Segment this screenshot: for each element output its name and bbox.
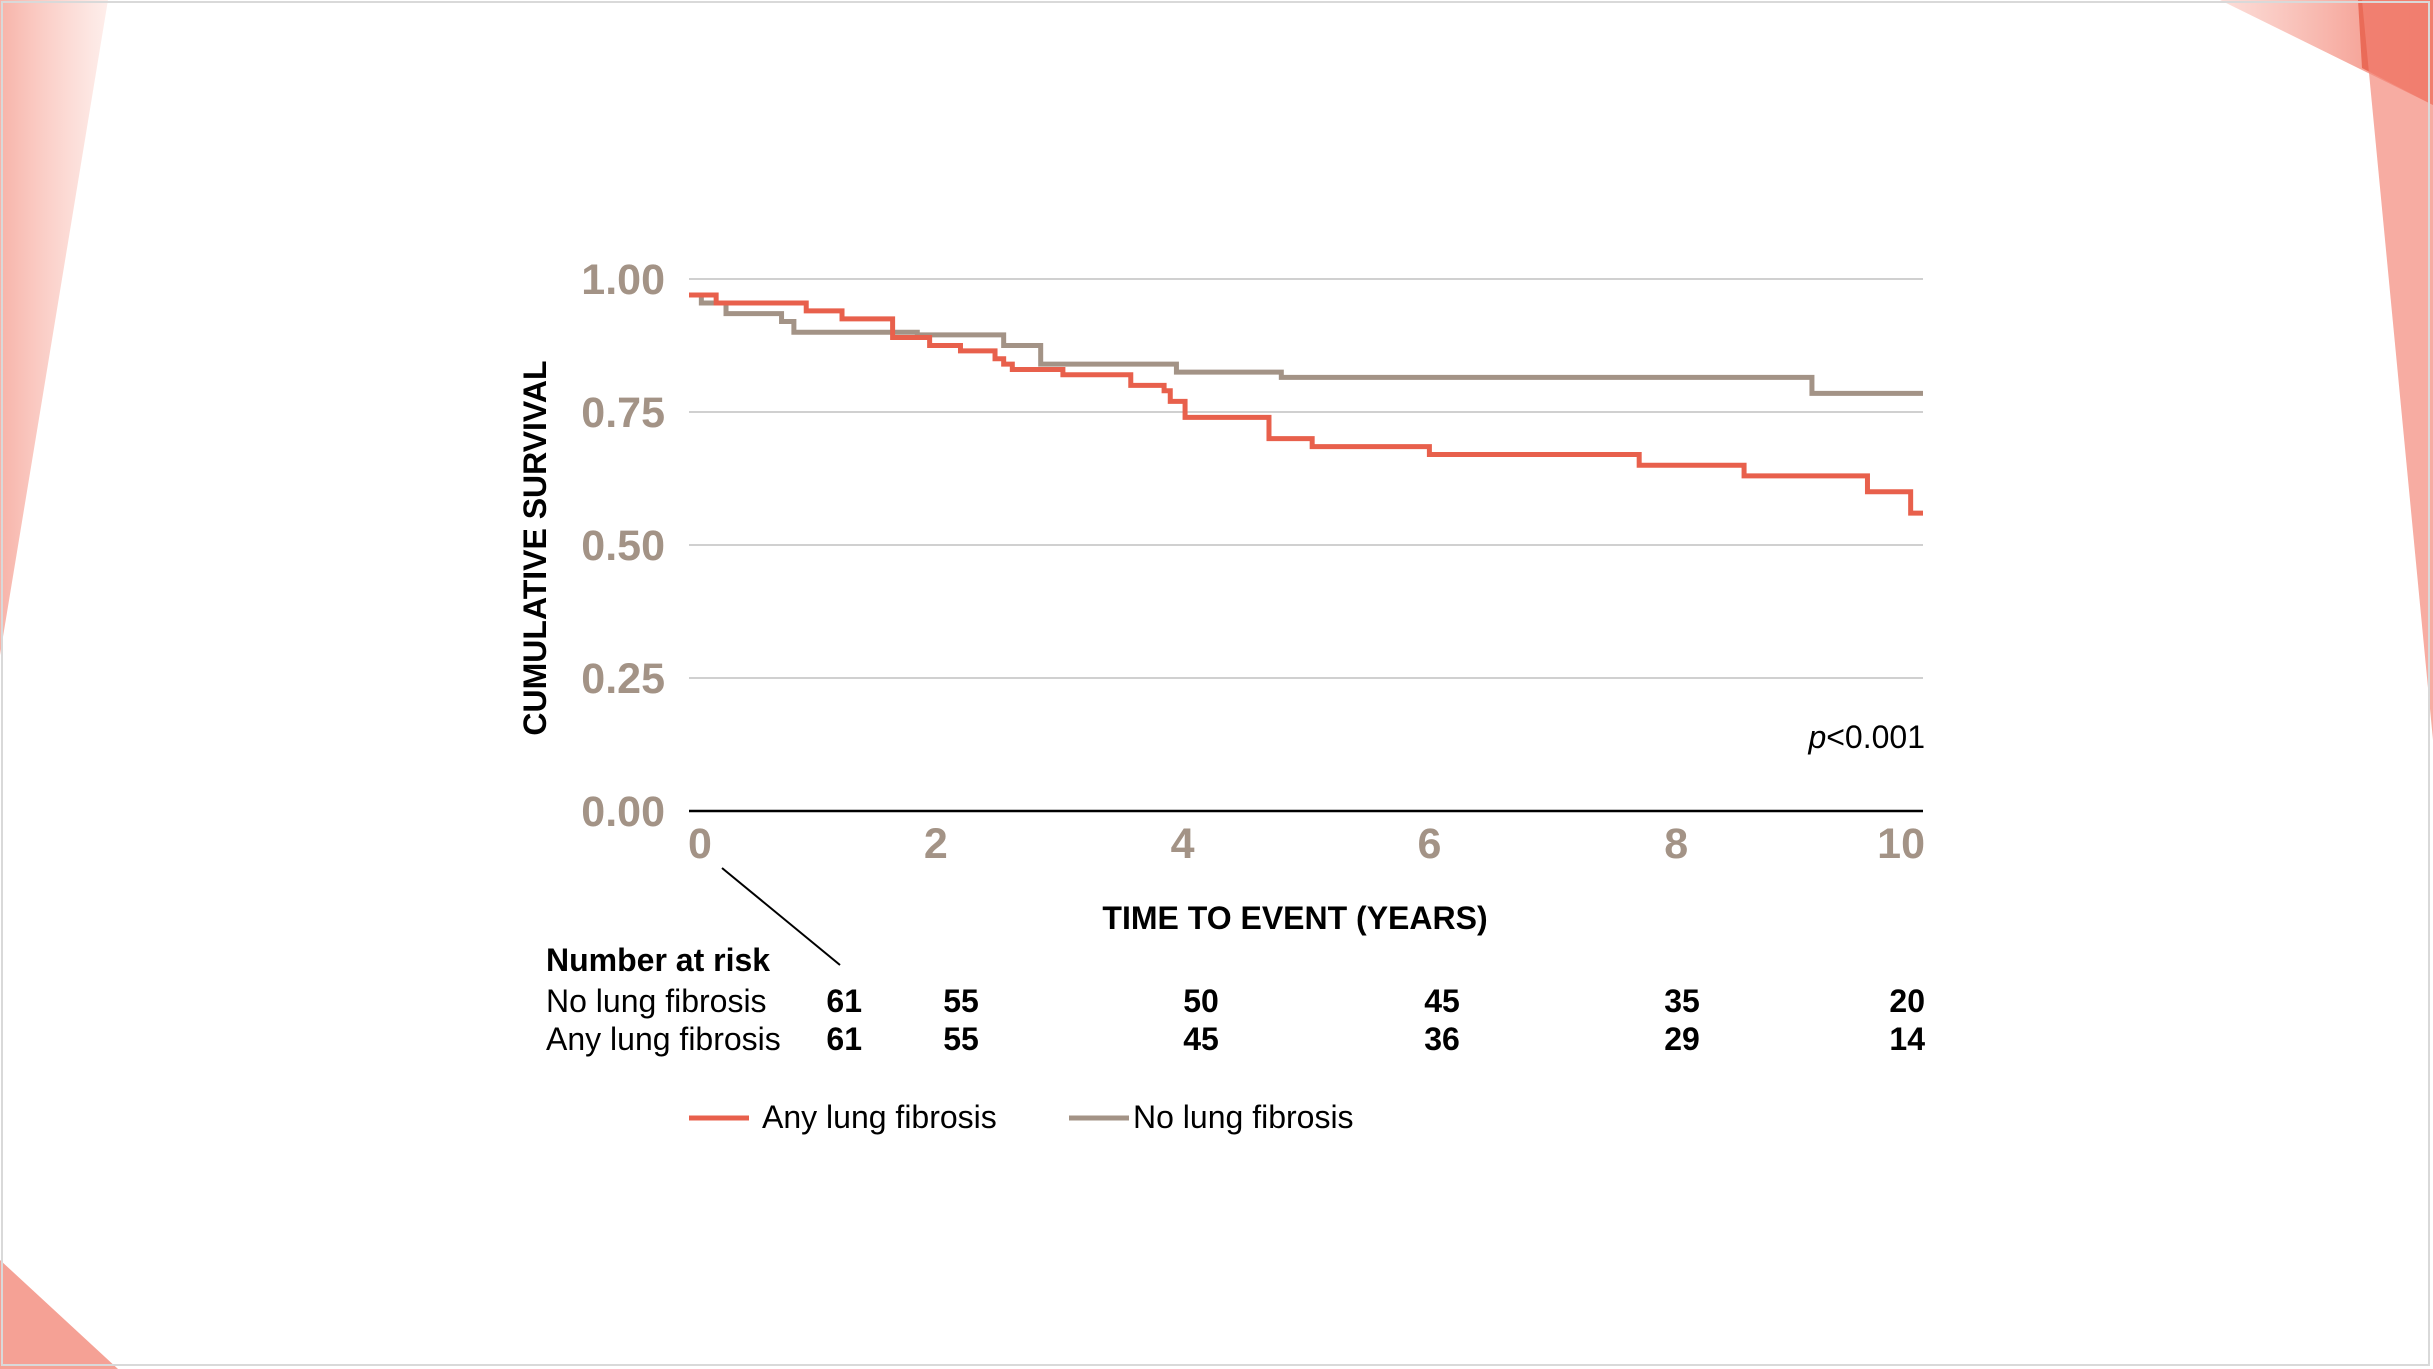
risk-value-r0-c4: 35 [1664,983,1700,1019]
risk-value-r1-c2: 45 [1183,1021,1219,1057]
legend-label-any-lung-fibrosis: Any lung fibrosis [762,1099,997,1135]
x-axis-ticks: 0 2 4 6 8 10 [688,820,1925,868]
decor-shape-bottom-left [0,1260,118,1369]
x-tick-label-1: 2 [924,820,948,868]
y-axis-ticks: 0.00 0.25 0.50 0.75 1.00 [581,256,665,836]
risk-table-connector [721,867,841,966]
number-at-risk-table: Number at risk No lung fibrosis 61 55 50 45 3… [546,942,1925,1057]
series-lines [689,292,1923,516]
risk-value-r0-c0: 61 [826,983,862,1019]
p-value-prefix: p [1807,719,1826,755]
p-value-annotation: p<0.001 [1807,719,1925,755]
legend: Any lung fibrosis No lung fibrosis [689,1099,1354,1135]
risk-value-r1-c4: 29 [1664,1021,1700,1057]
y-tick-label-0: 0.00 [581,788,665,836]
series-line-any-lung-fibrosis [689,292,1923,516]
risk-value-r0-c2: 50 [1183,983,1219,1019]
y-axis-title: CUMULATIVE SURVIVAL [517,360,553,735]
risk-row-label-0: No lung fibrosis [546,983,767,1019]
p-value-text: <0.001 [1826,719,1925,755]
risk-value-r0-c5: 20 [1889,983,1925,1019]
decor-shape-right-edge [2362,0,2433,740]
decor-shape-top-left [0,0,108,655]
legend-label-no-lung-fibrosis: No lung fibrosis [1133,1099,1354,1135]
series-line-no-lung-fibrosis [689,292,1923,396]
gridlines [689,278,1923,813]
y-tick-label-3: 0.75 [581,389,665,437]
risk-value-r1-c3: 36 [1424,1021,1460,1057]
risk-value-r1-c1: 55 [943,1021,979,1057]
x-tick-label-2: 4 [1171,820,1195,868]
risk-table-title: Number at risk [546,942,770,978]
y-tick-label-1: 0.25 [581,655,665,703]
x-tick-label-0: 0 [688,820,712,868]
y-tick-label-2: 0.50 [581,522,665,570]
risk-value-r0-c1: 55 [943,983,979,1019]
risk-value-r1-c0: 61 [826,1021,862,1057]
risk-row-label-1: Any lung fibrosis [546,1021,781,1057]
x-tick-label-3: 6 [1417,820,1441,868]
risk-value-r1-c5: 14 [1889,1021,1925,1057]
x-tick-label-4: 8 [1664,820,1688,868]
x-axis-title: TIME TO EVENT (YEARS) [1102,900,1487,936]
y-tick-label-4: 1.00 [581,256,665,304]
x-tick-label-5: 10 [1877,820,1925,868]
risk-value-r0-c3: 45 [1424,983,1460,1019]
